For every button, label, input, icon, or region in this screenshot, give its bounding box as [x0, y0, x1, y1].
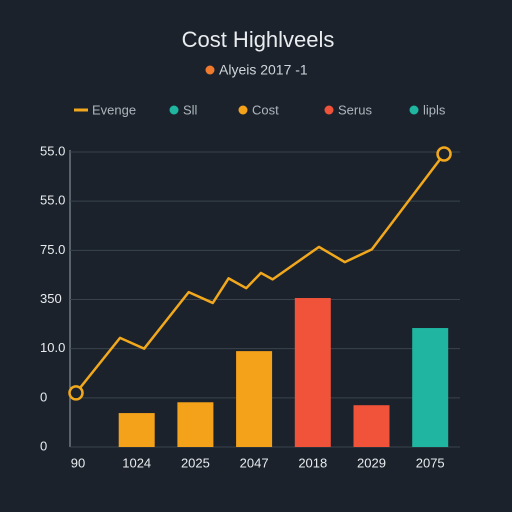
- chart-title: Cost Highlveels: [182, 27, 335, 52]
- y-tick-label: 10.0: [40, 340, 65, 355]
- legend-dot: [409, 105, 419, 115]
- chart-subtitle: Alyeis 2017 -1: [219, 62, 308, 78]
- x-tick-label: 2029: [357, 455, 386, 470]
- legend-dot: [169, 105, 179, 115]
- y-tick-label: 55.0: [40, 143, 65, 158]
- bar: [177, 402, 214, 447]
- legend-dot: [238, 105, 248, 115]
- subtitle-dot: [205, 65, 215, 75]
- x-tick-label: 2075: [416, 455, 445, 470]
- bar: [353, 405, 390, 447]
- y-tick-label: 0: [40, 438, 47, 453]
- x-tick-label: 2025: [181, 455, 210, 470]
- y-tick-label: 0: [40, 389, 47, 404]
- x-tick-label: 2018: [298, 455, 327, 470]
- legend-label: lipls: [423, 102, 446, 117]
- bar: [412, 328, 449, 447]
- legend-label: Serus: [338, 102, 372, 117]
- bar: [236, 351, 273, 447]
- y-tick-label: 75.0: [40, 242, 65, 257]
- x-tick-label: 90: [71, 455, 85, 470]
- legend-label: Cost: [252, 102, 279, 117]
- y-tick-label: 55.0: [40, 193, 65, 208]
- legend-label: Sll: [183, 102, 198, 117]
- bar: [118, 413, 155, 447]
- x-tick-label: 2047: [240, 455, 269, 470]
- legend-dot: [324, 105, 334, 115]
- legend-label: Evenge: [92, 102, 136, 117]
- line-marker: [436, 146, 452, 162]
- x-tick-label: 1024: [122, 455, 151, 470]
- line: [75, 153, 446, 394]
- y-tick-label: 350: [40, 291, 62, 306]
- bar: [294, 298, 331, 447]
- line-marker: [68, 385, 84, 401]
